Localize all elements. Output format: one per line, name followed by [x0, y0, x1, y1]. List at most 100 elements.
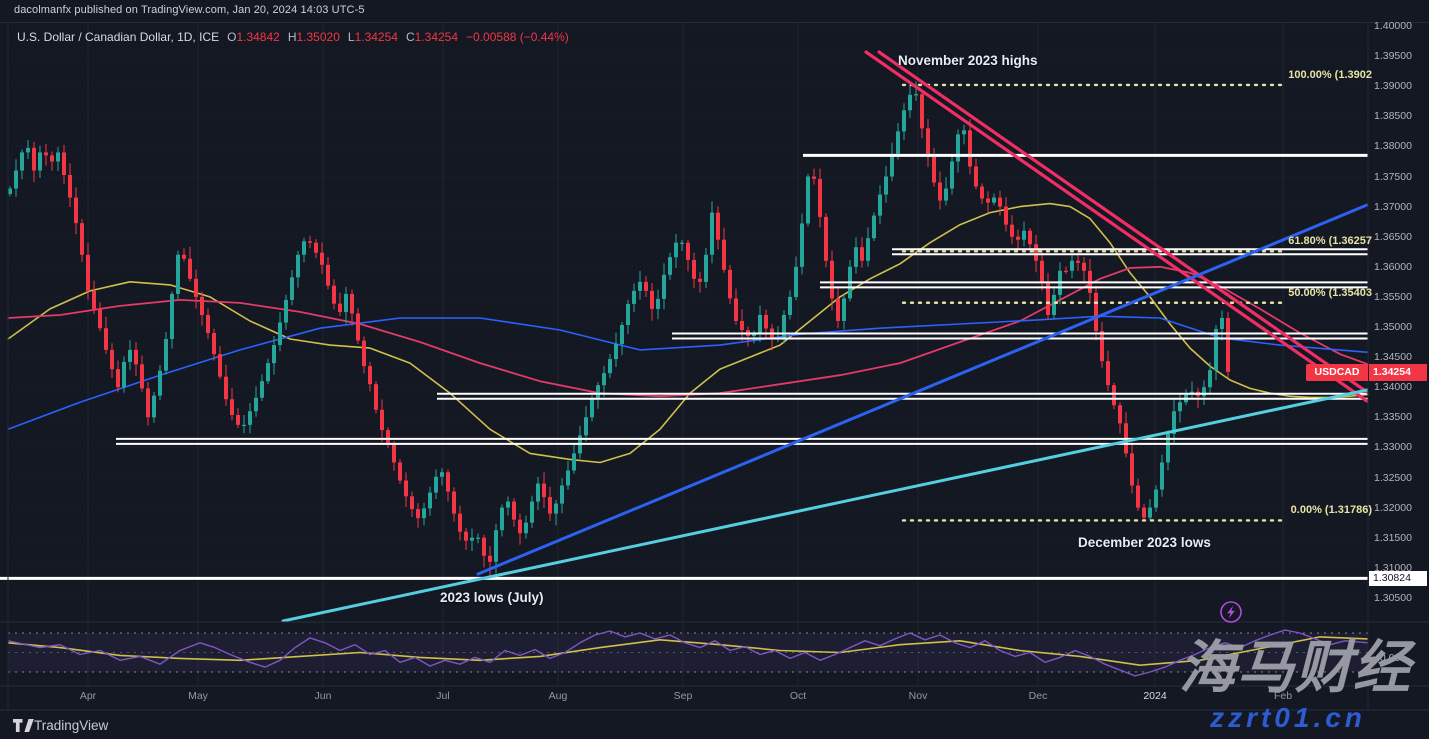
candle-body — [716, 212, 720, 240]
candle-body — [872, 215, 876, 239]
candle-body — [1022, 230, 1026, 240]
candle-body — [410, 496, 414, 510]
price-tick: 1.33000 — [1374, 441, 1412, 454]
candle-body — [824, 216, 828, 261]
candle-body — [536, 483, 540, 502]
time-tick: Feb — [1273, 690, 1293, 702]
candle-body — [92, 290, 96, 309]
candle-body — [602, 373, 606, 386]
candle-body — [230, 399, 234, 416]
price-tick: 1.39000 — [1374, 80, 1412, 93]
tradingview-brand-text[interactable]: TradingView — [34, 718, 109, 733]
candle-body — [368, 366, 372, 385]
candle-body — [1004, 206, 1008, 225]
candle-body — [950, 161, 954, 189]
rising-trendline-cyan[interactable] — [281, 388, 1369, 623]
fib-level-label: 100.00% (1.3902 — [1288, 68, 1372, 81]
tradingview-logo-icon[interactable] — [13, 719, 34, 733]
candle-body — [254, 397, 258, 412]
candle-body — [32, 147, 36, 171]
candle-body — [206, 314, 210, 334]
candle-body — [542, 483, 546, 498]
price-tick: 1.36000 — [1374, 260, 1412, 273]
candle-body — [980, 186, 984, 199]
candle-body — [62, 152, 66, 175]
symbol-title[interactable]: U.S. Dollar / Canadian Dollar, 1D, ICE — [17, 30, 220, 44]
candle-body — [686, 242, 690, 260]
candle-body — [26, 147, 30, 153]
ohlc-key: O — [227, 30, 237, 44]
candle-body — [290, 277, 294, 300]
candle-body — [494, 530, 498, 562]
candle-body — [1046, 282, 1050, 315]
descending-channel-upper[interactable] — [864, 50, 1369, 403]
candle-body — [986, 198, 990, 203]
time-tick: May — [188, 690, 208, 702]
change-value: −0.00588 (−0.44%) — [466, 30, 569, 44]
candle-body — [1076, 260, 1080, 263]
ohlc-values: O1.34842 H1.35020 L1.34254 C1.34254 — [219, 30, 458, 44]
rsi-line — [7, 629, 1369, 677]
time-tick: Sep — [673, 690, 693, 702]
candle-body — [320, 252, 324, 265]
time-tick: Nov — [908, 690, 928, 702]
candle-body — [464, 531, 468, 541]
candle-body — [740, 320, 744, 331]
time-tick: Jun — [314, 690, 332, 702]
lightning-icon[interactable] — [1218, 599, 1244, 625]
price-tick: 1.38500 — [1374, 110, 1412, 123]
price-tick: 1.39500 — [1374, 50, 1412, 63]
candle-body — [920, 94, 924, 129]
text-annotation: December 2023 lows — [1078, 535, 1211, 550]
candle-body — [806, 176, 810, 224]
candle-body — [1106, 361, 1110, 386]
candle-body — [470, 537, 474, 541]
candle-body — [794, 266, 798, 297]
candle-body — [482, 537, 486, 556]
candle-body — [134, 349, 138, 365]
ohlc-value: 1.34254 — [414, 30, 459, 44]
candle-body — [1130, 453, 1134, 486]
symbol-legend[interactable]: U.S. Dollar / Canadian Dollar, 1D, ICE O 1… — [17, 30, 569, 44]
candle-body — [224, 376, 228, 400]
fib-level-label: 50.00% (1.35403 — [1288, 286, 1372, 299]
candle-body — [374, 384, 378, 410]
candle-body — [116, 369, 120, 388]
candle-body — [722, 239, 726, 270]
ma-slow-blue — [7, 315, 1369, 431]
candle-body — [728, 269, 732, 299]
candle-body — [584, 417, 588, 436]
candle-body — [710, 212, 714, 255]
candle-body — [122, 361, 126, 388]
candle-body — [146, 388, 150, 418]
candle-body — [1166, 433, 1170, 463]
time-tick: Jul — [436, 690, 450, 702]
price-tick: 1.30500 — [1374, 591, 1412, 604]
indicator-axis-label: 40.00 — [1374, 652, 1401, 664]
candle-body — [356, 313, 360, 341]
attribution-bar: dacolmanfx published on TradingView.com,… — [0, 0, 1429, 23]
candle-body — [800, 223, 804, 267]
rising-trendline-blue[interactable] — [476, 203, 1369, 576]
price-tick: 1.37500 — [1374, 170, 1412, 183]
candle-body — [662, 274, 666, 299]
candle-body — [386, 430, 390, 445]
price-tick: 1.35500 — [1374, 290, 1412, 303]
candle-body — [314, 242, 318, 253]
candle-body — [158, 370, 162, 396]
candle-body — [1010, 224, 1014, 237]
candle-body — [674, 242, 678, 258]
candle-body — [896, 131, 900, 154]
rsi-ma-line — [7, 636, 1369, 666]
ohlc-key: H — [287, 30, 297, 44]
descending-channel-lower[interactable] — [877, 50, 1369, 394]
candle-body — [1082, 262, 1086, 271]
candle-body — [620, 324, 624, 345]
candle-body — [530, 501, 534, 523]
candle-body — [836, 298, 840, 321]
candle-body — [200, 296, 204, 315]
candle-body — [350, 293, 354, 314]
ohlc-key: L — [347, 30, 355, 44]
candle-body — [194, 278, 198, 297]
